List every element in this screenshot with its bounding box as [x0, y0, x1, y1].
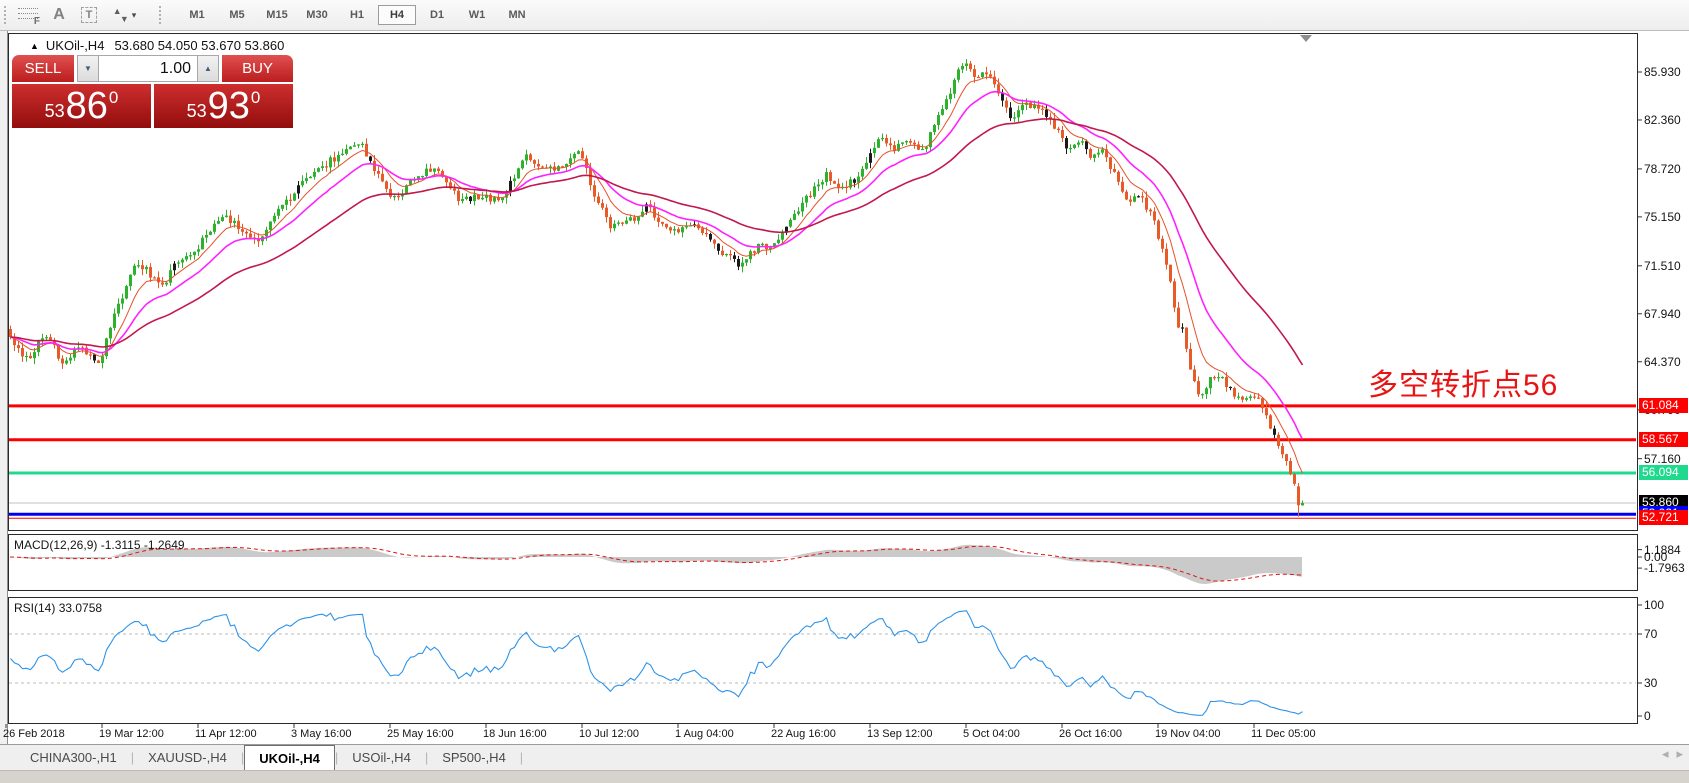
sell-price-sup: 0 [108, 88, 119, 107]
main-price-chart[interactable] [8, 33, 1638, 531]
buy-price-display[interactable]: 53 93 0 [154, 84, 293, 128]
price-tick-64.370: 64.370 [1644, 354, 1681, 369]
price-tick-71.510: 71.510 [1644, 258, 1681, 273]
chart-ohlc-values: 53.680 54.050 53.670 53.860 [114, 38, 285, 53]
date-label-7: 1 Aug 04:00 [675, 728, 734, 740]
collapse-trade-panel-icon[interactable]: ▲ [30, 40, 39, 51]
price-tag-56.094: 56.094 [1639, 464, 1688, 480]
rsi-indicator-panel[interactable] [8, 597, 1638, 724]
timeframe-button-mn[interactable]: MN [508, 9, 526, 21]
timeframe-button-m5[interactable]: M5 [229, 9, 245, 21]
one-click-trade-panel: SELL ▼ ▲ BUY 53 86 0 53 93 0 [12, 55, 293, 128]
tab-scroll-right-icon[interactable]: ▸ [1676, 746, 1683, 761]
date-label-5: 18 Jun 16:00 [483, 728, 547, 740]
rsi-tick-100: 100 [1644, 598, 1665, 612]
price-tick-82.360: 82.360 [1644, 112, 1681, 127]
date-label-8: 22 Aug 16:00 [771, 728, 836, 740]
toolbar-grip[interactable] [3, 5, 8, 25]
macd-tick--1.7963: -1.7963 [1644, 561, 1685, 576]
tab-separator: | [424, 750, 429, 765]
tab-separator: | [240, 750, 245, 765]
timeframe-button-d1[interactable]: D1 [429, 9, 445, 21]
macd-tick-1.1884: 1.1884 [1644, 542, 1681, 557]
price-tick-57.160: 57.160 [1644, 451, 1681, 466]
window-left-edge [0, 31, 8, 744]
date-label-13: 11 Dec 05:00 [1251, 728, 1316, 740]
macd-scale: 1.1884 0.00 -1.7963 [1638, 532, 1689, 597]
dropdown-caret-icon[interactable]: ▾ [131, 9, 137, 20]
symbol-tab-sp500h4[interactable]: SP500-,H4 [442, 750, 506, 765]
price-tick-67.940: 67.940 [1644, 306, 1681, 321]
symbol-tab-usoilh4[interactable]: USOil-,H4 [352, 750, 411, 765]
text-label-tool-icon[interactable]: A [53, 6, 65, 23]
timeframe-bar: M1 M5 M15 M30 H1 H4 D1 W1 MN [177, 5, 537, 25]
date-label-12: 19 Nov 04:00 [1155, 728, 1221, 740]
chart-annotation-text: 多空转折点56 [1368, 369, 1559, 402]
date-label-6: 10 Jul 12:00 [579, 728, 639, 740]
buy-price-prefix: 53 [186, 101, 207, 121]
tab-separator: | [519, 750, 524, 765]
volume-increase-button[interactable]: ▲ [197, 55, 219, 82]
arrows-glyph: ▲ ▼ [112, 6, 129, 24]
toolbar-grip-2[interactable] [158, 5, 163, 25]
rsi-scale: 100 70 30 0 [1638, 597, 1689, 724]
rsi-tick-70: 70 [1644, 627, 1658, 641]
price-tag-53.860: 53.860 [1639, 495, 1688, 511]
tab-separator: | [130, 750, 135, 765]
volume-input[interactable] [99, 55, 197, 82]
timeframe-button-w1[interactable]: W1 [468, 9, 486, 21]
tab-scrollbar: ◂ ▸ [1662, 746, 1683, 762]
tab-separator: | [334, 750, 339, 765]
symbol-tab-ukoilh4[interactable]: UKOil-,H4 [244, 745, 335, 770]
rsi-tick-0: 0 [1644, 709, 1651, 723]
sell-price-prefix: 53 [44, 101, 65, 121]
price-tick-78.720: 78.720 [1644, 161, 1681, 176]
date-label-3: 3 May 16:00 [291, 728, 352, 740]
text-tool-icon[interactable]: T [74, 3, 104, 27]
sell-price-display[interactable]: 53 86 0 [12, 84, 151, 128]
sell-price-big: 86 [65, 85, 108, 127]
top-toolbar: F A T ▲ ▼ ▾ M1 M5 M15 M30 H1 H4 D1 W1 MN [0, 0, 1689, 31]
macd-label: MACD(12,26,9) -1.3115 -1.2649 [14, 538, 185, 552]
date-label-10: 5 Oct 04:00 [963, 728, 1020, 740]
volume-decrease-button[interactable]: ▼ [77, 55, 99, 82]
sell-button[interactable]: SELL [12, 55, 74, 82]
timeframe-button-h4[interactable]: H4 [378, 5, 416, 25]
fibonacci-lines-glyph: F [18, 6, 40, 27]
macd-tick-0.00: 0.00 [1644, 550, 1668, 564]
buy-price-big: 93 [207, 85, 250, 127]
date-label-1: 19 Mar 12:00 [99, 728, 164, 740]
price-tick-85.930: 85.930 [1644, 65, 1681, 79]
date-label-11: 26 Oct 16:00 [1059, 728, 1122, 740]
buy-price-sup: 0 [250, 88, 261, 107]
symbol-tab-bar: CHINA300-,H1 | XAUUSD-,H4 | UKOil-,H4 | USOil-… [0, 744, 1689, 770]
chart-symbol-label: UKOil-,H4 [45, 38, 105, 53]
arrow-objects-tool-icon[interactable]: ▲ ▼ ▾ [104, 3, 144, 27]
price-scale: 85.930 82.360 78.720 75.150 71.510 67.940 64.3… [1638, 31, 1689, 532]
symbol-tab-china300h1[interactable]: CHINA300-,H1 [30, 750, 117, 765]
macd-indicator-panel[interactable] [8, 534, 1638, 591]
date-label-2: 11 Apr 12:00 [195, 728, 257, 740]
tab-scroll-left-icon[interactable]: ◂ [1661, 746, 1669, 761]
fibonacci-tool-icon[interactable]: F [14, 3, 44, 27]
volume-box: ▼ ▲ [77, 55, 219, 82]
chart-ohlc-header: ▲ UKOil-,H4 53.680 54.050 53.670 53.860 [30, 38, 284, 53]
symbol-tab-xauusdh4[interactable]: XAUUSD-,H4 [148, 750, 227, 765]
price-tag-61.084: 61.084 [1639, 397, 1688, 413]
price-tag-52.721: 52.721 [1639, 510, 1688, 526]
timeframe-button-h1[interactable]: H1 [349, 9, 365, 21]
timeframe-button-m15[interactable]: M15 [266, 9, 288, 21]
date-label-0: 26 Feb 2018 [3, 728, 65, 740]
buy-button[interactable]: BUY [222, 55, 293, 82]
status-strip [0, 770, 1689, 783]
date-label-4: 25 May 16:00 [387, 728, 454, 740]
price-tick-75.150: 75.150 [1644, 209, 1681, 224]
timeframe-button-m30[interactable]: M30 [306, 9, 328, 21]
date-label-9: 13 Sep 12:00 [867, 728, 933, 740]
rsi-tick-30: 30 [1644, 676, 1658, 690]
timeframe-button-m1[interactable]: M1 [189, 9, 205, 21]
rsi-label: RSI(14) 33.0758 [14, 601, 103, 615]
price-tag-58.567: 58.567 [1639, 431, 1688, 447]
